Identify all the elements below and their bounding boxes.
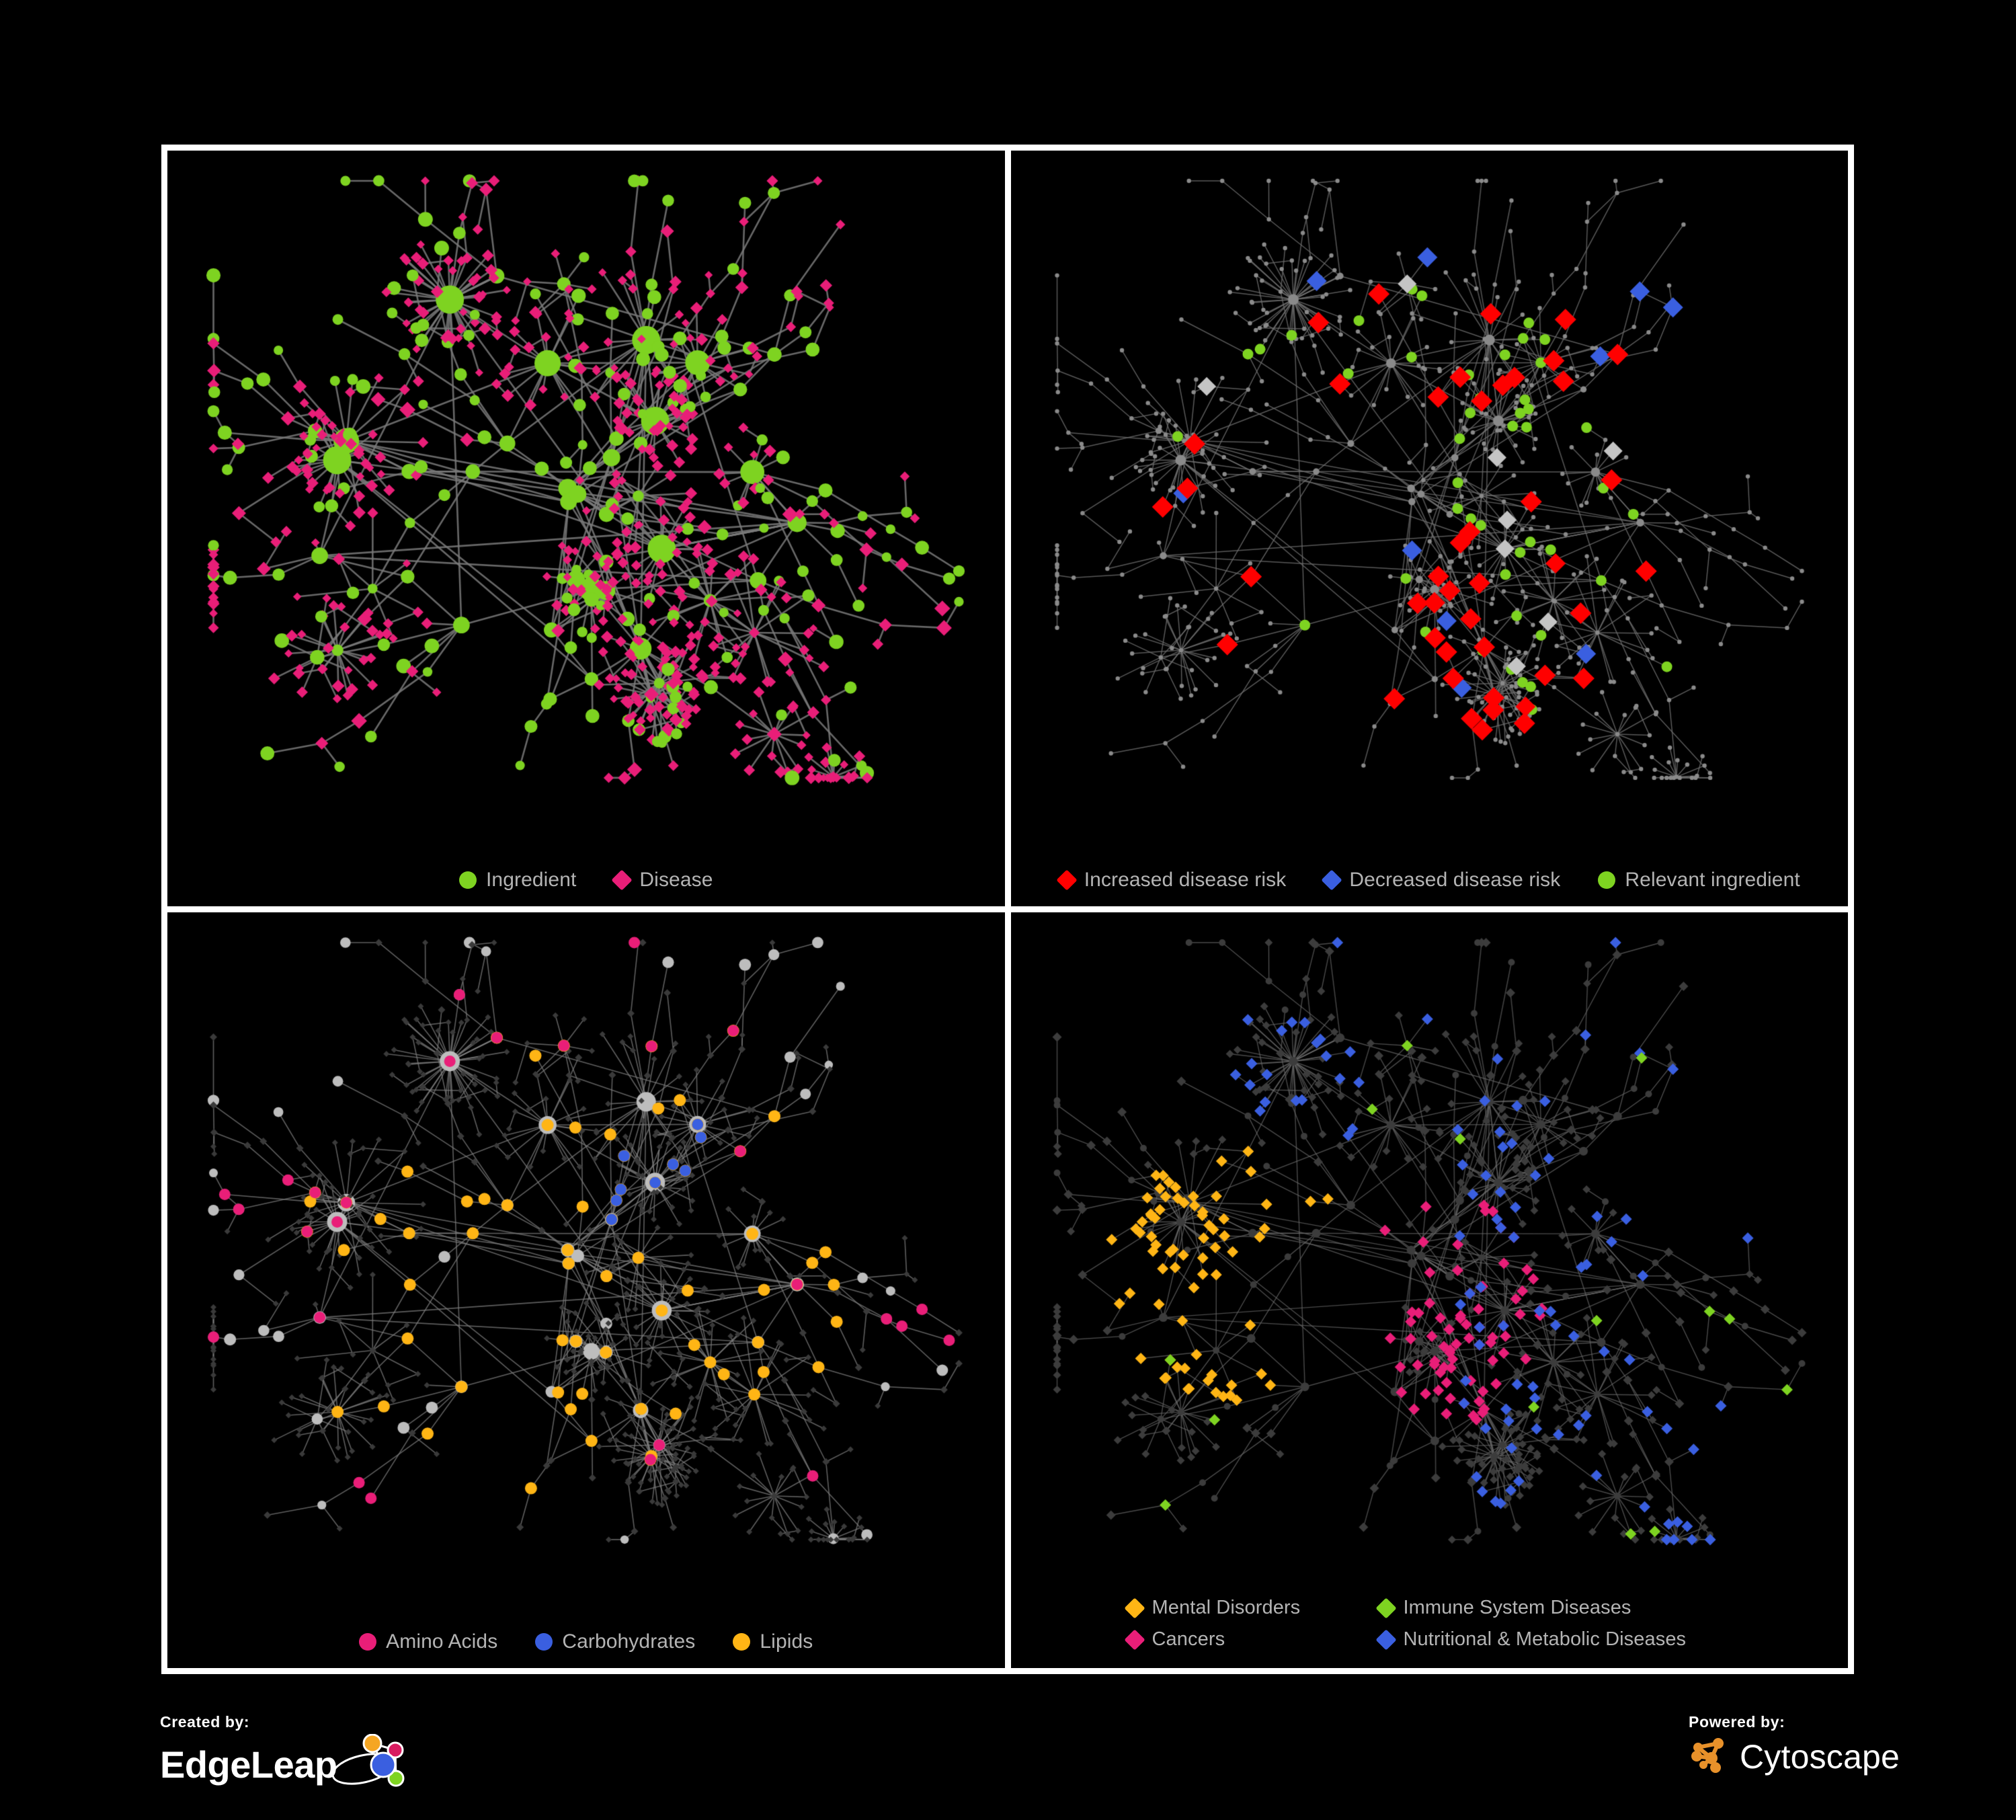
network-canvas-disease-risk[interactable] bbox=[1010, 151, 1848, 906]
panel-disease-categories[interactable]: Mental Disorders Immune System Diseases … bbox=[1010, 912, 1848, 1668]
created-by-branding: Created by: EdgeLeap bbox=[160, 1713, 405, 1795]
figure-frame: Ingredient Disease Increased disease ris… bbox=[161, 145, 1854, 1674]
edgeleap-logo-row: EdgeLeap bbox=[160, 1733, 405, 1795]
edgeleap-network-logo-icon bbox=[331, 1733, 405, 1795]
created-by-kicker: Created by: bbox=[160, 1713, 250, 1731]
panel-nutrient-classes[interactable]: Amino Acids Carbohydrates Lipids bbox=[167, 912, 1005, 1668]
cytoscape-network-logo-icon bbox=[1689, 1734, 1730, 1779]
network-canvas-nutrient-classes[interactable] bbox=[167, 912, 1005, 1668]
network-canvas-disease-categories[interactable] bbox=[1010, 912, 1848, 1668]
network-canvas-ingredient-disease[interactable] bbox=[167, 151, 1005, 906]
panel-disease-risk[interactable]: Increased disease risk Decreased disease… bbox=[1010, 151, 1848, 906]
edgeleap-wordmark: EdgeLeap bbox=[160, 1743, 337, 1786]
cytoscape-logo-row: Cytoscape bbox=[1689, 1734, 1900, 1779]
panel-ingredient-disease[interactable]: Ingredient Disease bbox=[167, 151, 1005, 906]
cytoscape-wordmark: Cytoscape bbox=[1740, 1737, 1900, 1776]
powered-by-branding: Powered by: Cytoscape bbox=[1689, 1713, 1900, 1779]
powered-by-kicker: Powered by: bbox=[1689, 1713, 1785, 1731]
